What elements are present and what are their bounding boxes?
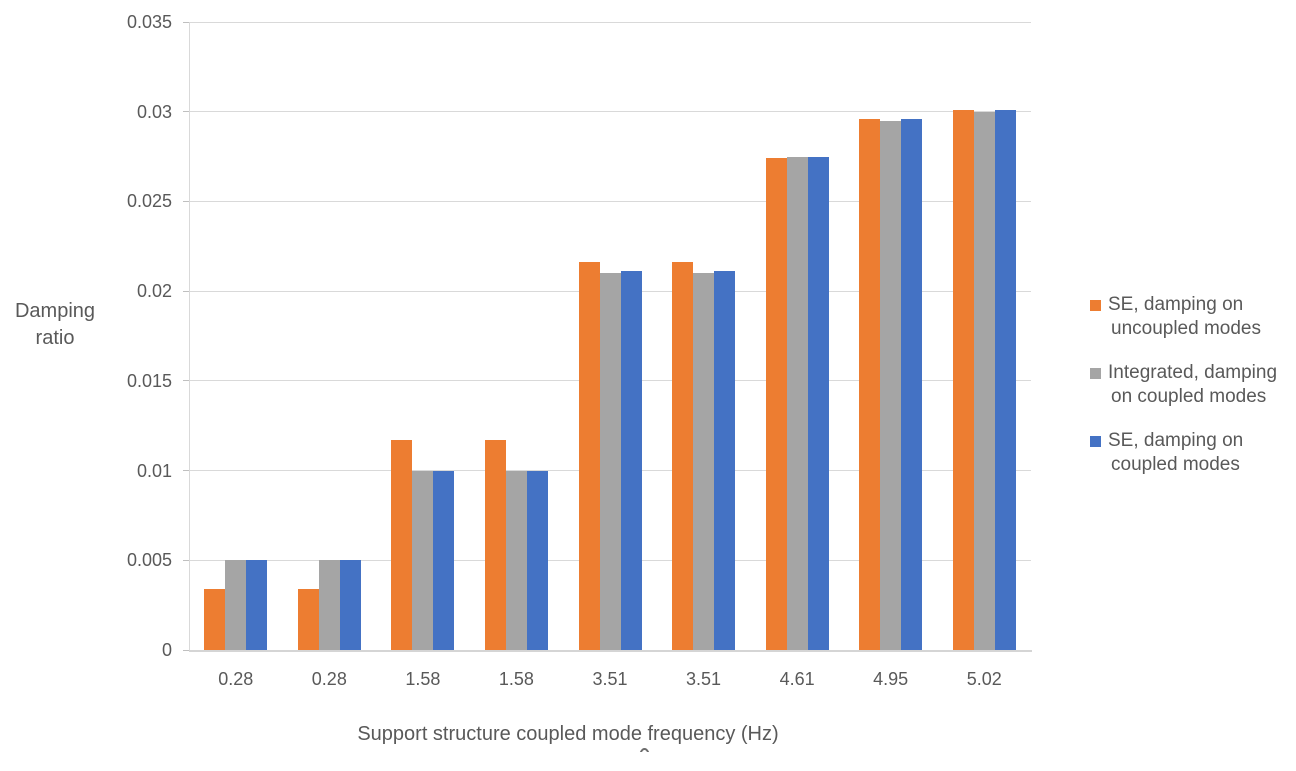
y-tick-label: 0.01 (136, 460, 172, 481)
x-tick-label: 3.51 (592, 669, 628, 689)
bar (505, 471, 527, 650)
bar (433, 471, 455, 650)
bar (693, 273, 715, 650)
bar (297, 589, 319, 650)
bar (339, 560, 361, 650)
bar (391, 440, 413, 650)
bar (859, 119, 881, 650)
y-axis-tick (183, 380, 189, 382)
legend-swatch (1090, 435, 1101, 447)
x-tick-label: 0.28 (311, 669, 347, 689)
bar (714, 271, 736, 650)
gridline (189, 21, 1031, 23)
bar (484, 440, 506, 650)
bar (318, 560, 340, 650)
y-axis-line (189, 22, 190, 650)
y-axis-title: Damping ratio (14, 300, 96, 349)
bar (672, 262, 694, 650)
y-axis-tick (183, 200, 189, 202)
cut-off-glyph (638, 748, 654, 752)
y-axis-tick (183, 559, 189, 561)
gridline (189, 111, 1031, 113)
x-tick-label: 4.61 (779, 669, 815, 689)
legend-swatch (1090, 367, 1101, 379)
y-tick-label: 0.02 (136, 281, 172, 302)
legend-label: on coupled modes (1111, 386, 1267, 407)
y-tick-label: 0.035 (126, 12, 172, 32)
legend-label: SE, damping on (1108, 430, 1244, 451)
bar (786, 157, 808, 650)
x-tick-label: 4.95 (873, 669, 909, 689)
legend-item: SE, damping on uncoupled modes (1090, 293, 1290, 341)
bar (973, 112, 995, 650)
y-tick-label: 0.03 (136, 101, 172, 122)
y-tick-label: 0.005 (126, 550, 172, 571)
x-axis-line (189, 650, 1032, 652)
x-axis-title: Support structure coupled mode frequency… (357, 723, 779, 745)
legend-label: SE, damping on (1108, 294, 1244, 315)
y-axis-tick (183, 111, 189, 113)
y-axis-tick (183, 21, 189, 23)
bar (225, 560, 247, 650)
bar (807, 157, 829, 650)
legend-label: coupled modes (1111, 454, 1240, 475)
y-axis-tick (183, 470, 189, 472)
x-tick-label: 1.58 (498, 669, 534, 689)
y-tick-label: 0.015 (126, 370, 172, 391)
y-tick-label: 0.025 (126, 191, 172, 212)
x-tick-label: 0.28 (218, 669, 254, 689)
x-tick-label: 5.02 (966, 669, 1002, 689)
legend-item: Integrated, damping on coupled modes (1090, 361, 1290, 409)
bar (599, 273, 621, 650)
gridline (189, 200, 1031, 202)
bar (880, 121, 902, 650)
legend-label: uncoupled modes (1111, 318, 1261, 339)
bar (412, 471, 434, 650)
bar (952, 110, 974, 650)
legend-swatch (1090, 299, 1101, 311)
legend-item: SE, damping on coupled modes (1090, 429, 1290, 477)
legend-label: Integrated, damping (1108, 362, 1278, 383)
bar (526, 471, 548, 650)
bar (994, 110, 1016, 650)
y-axis-tick (183, 649, 189, 651)
x-tick-label: 1.58 (405, 669, 441, 689)
bar (765, 158, 787, 650)
bar (620, 271, 642, 650)
bar (578, 262, 600, 650)
bar (901, 119, 923, 650)
y-tick-label: 0 (161, 640, 172, 660)
bar (204, 589, 226, 650)
bar (246, 560, 268, 650)
x-tick-label: 3.51 (686, 669, 722, 689)
y-axis-tick (183, 290, 189, 292)
